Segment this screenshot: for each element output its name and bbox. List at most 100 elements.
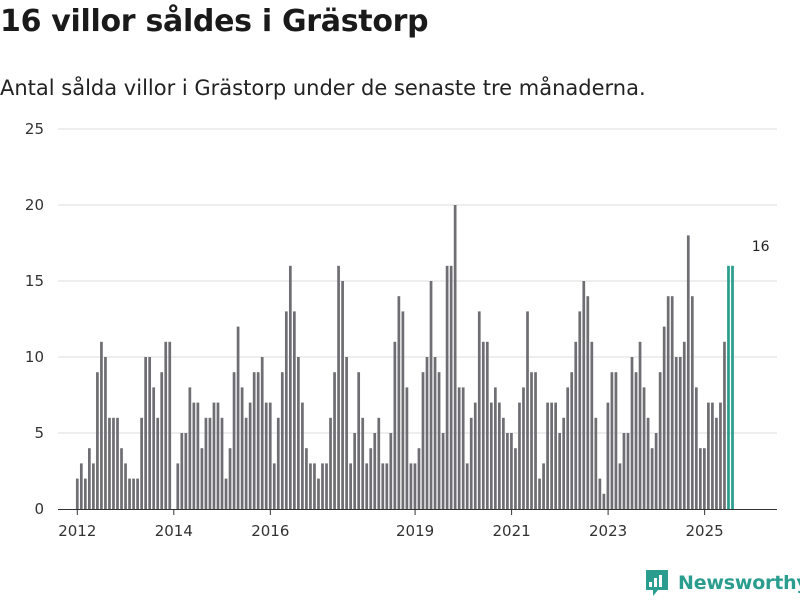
newsworthy-wordmark: Newsworthy: [678, 572, 800, 594]
bar-87: [425, 357, 429, 509]
bar-124: [574, 341, 578, 509]
bar-16: [140, 417, 143, 509]
bar-105: [498, 402, 501, 509]
bar-34: [212, 402, 216, 509]
bar-156: [703, 448, 706, 509]
bar-22: [164, 341, 168, 509]
bar-68: [349, 463, 352, 509]
bar-84: [413, 463, 417, 509]
bar-106: [502, 417, 505, 509]
bar-127: [586, 296, 590, 509]
bar-152: [686, 235, 690, 509]
bar-43: [248, 402, 252, 509]
bar-126: [582, 281, 586, 509]
bar-131: [602, 493, 606, 509]
x-tick-label-2016: 2016: [251, 522, 289, 540]
bar-149: [674, 357, 678, 509]
bar-93: [449, 265, 453, 509]
bar-77: [385, 463, 389, 509]
newsworthy-logo-icon: [646, 570, 668, 596]
bar-9: [112, 417, 115, 509]
bar-66: [341, 281, 344, 509]
bar-120: [558, 433, 562, 509]
bar-64: [333, 372, 336, 509]
bar-153: [690, 296, 694, 509]
bar-57: [305, 448, 308, 509]
bar-89: [433, 357, 437, 509]
bar-0: [75, 478, 79, 509]
bar-83: [409, 463, 413, 509]
bar-157: [707, 402, 710, 509]
bar-136: [622, 433, 626, 509]
bar-72: [365, 463, 369, 509]
bar-49: [272, 463, 276, 509]
y-tick-label-25: 25: [25, 120, 44, 138]
bar-138: [630, 357, 634, 509]
y-tick-label-15: 15: [25, 272, 44, 290]
bar-38: [228, 448, 232, 509]
bar-60: [317, 478, 320, 509]
bar-96: [461, 387, 465, 509]
bar-53: [288, 265, 292, 509]
bar-76: [381, 463, 385, 509]
bar-90: [437, 372, 441, 509]
bar-18: [148, 357, 152, 509]
bar-65: [337, 265, 340, 509]
bar-123: [570, 372, 574, 509]
bar-86: [421, 372, 425, 509]
x-tick-label-2014: 2014: [155, 522, 193, 540]
y-tick-label-20: 20: [25, 196, 44, 214]
x-tick-label-2019: 2019: [396, 522, 434, 540]
y-tick-label-0: 0: [34, 500, 44, 518]
bar-137: [626, 433, 630, 509]
bar-73: [369, 448, 373, 509]
bar-61: [321, 463, 324, 509]
bar-4: [92, 463, 95, 509]
data-label-last-value: 16: [752, 239, 770, 255]
bar-113: [530, 372, 533, 509]
bar-79: [393, 341, 397, 509]
bar-148: [670, 296, 674, 509]
bar-74: [373, 433, 377, 509]
bar-94: [453, 205, 457, 509]
bar-160: [719, 402, 722, 509]
bar-163: [731, 265, 734, 509]
x-tick-label-2021: 2021: [493, 522, 531, 540]
bar-112: [526, 311, 529, 509]
bar-80: [397, 296, 401, 509]
bar-141: [642, 387, 646, 509]
bar-62: [325, 463, 328, 509]
y-tick-label-5: 5: [34, 424, 44, 442]
bar-29: [192, 402, 196, 509]
bar-35: [216, 402, 220, 509]
bar-47: [264, 402, 268, 509]
y-tick-label-10: 10: [25, 348, 44, 366]
bar-81: [401, 311, 405, 509]
bar-154: [694, 387, 698, 509]
bar-144: [654, 433, 658, 509]
bar-31: [200, 448, 204, 509]
bar-101: [481, 341, 485, 509]
bar-11: [120, 448, 123, 509]
x-axis: [58, 509, 777, 515]
bar-161: [723, 341, 726, 509]
bar-132: [606, 402, 610, 509]
bar-102: [485, 341, 489, 509]
bar-48: [268, 402, 272, 509]
bar-1: [79, 463, 83, 509]
bar-55: [297, 357, 300, 509]
bar-110: [518, 402, 521, 509]
bar-54: [293, 311, 296, 509]
bar-145: [658, 372, 662, 509]
bar-15: [136, 478, 139, 509]
bar-33: [208, 417, 212, 509]
bar-109: [514, 448, 517, 509]
bar-14: [132, 478, 135, 509]
bar-36: [220, 417, 224, 509]
bar-99: [473, 402, 477, 509]
bar-133: [610, 372, 614, 509]
bar-27: [184, 433, 188, 509]
bar-139: [634, 372, 638, 509]
bar-88: [429, 281, 433, 509]
